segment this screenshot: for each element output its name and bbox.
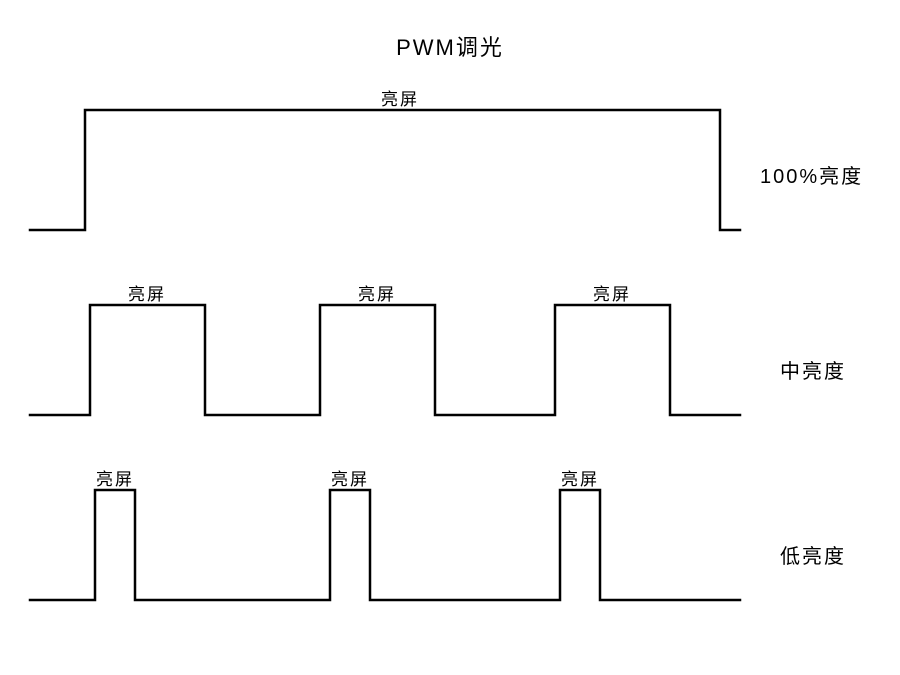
waveform-svg xyxy=(0,0,900,675)
waveform-100 xyxy=(30,110,740,230)
diagram-canvas: PWM调光 100%亮度 中亮度 低亮度 亮屏 亮屏 亮屏 亮屏 亮屏 亮屏 亮… xyxy=(0,0,900,675)
waveform-mid xyxy=(30,305,740,415)
waveform-low xyxy=(30,490,740,600)
